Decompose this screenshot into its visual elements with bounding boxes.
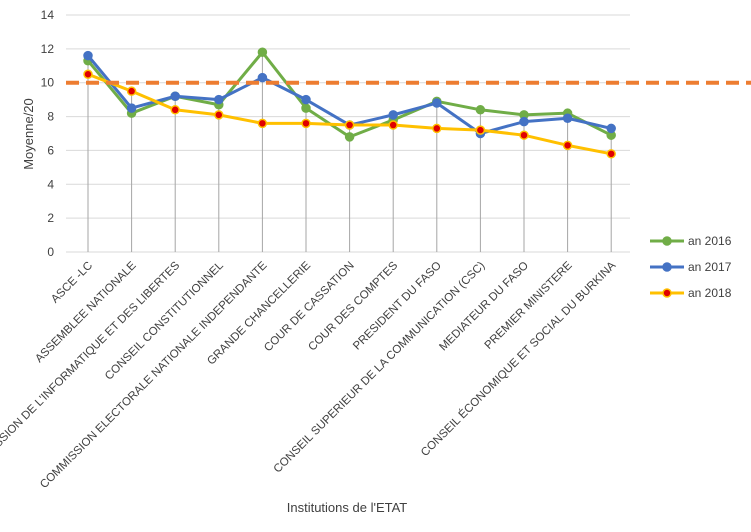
data-point: [126, 103, 137, 113]
data-point: [257, 47, 268, 57]
data-point: [257, 118, 268, 129]
legend-marker: [662, 236, 672, 246]
legend-label: an 2018: [688, 286, 732, 300]
x-category-label: COUR DES COMPTES: [306, 259, 400, 353]
data-point: [126, 86, 137, 96]
data-point: [214, 94, 224, 105]
x-category-label: PRESIDENT DU FASO: [351, 260, 444, 353]
data-point: [214, 110, 224, 120]
y-tick-label: 12: [41, 42, 55, 56]
data-point: [170, 105, 180, 115]
x-category-label: COUR DE CASSATION: [262, 260, 357, 355]
data-point: [432, 123, 442, 134]
legend-marker: [662, 262, 672, 272]
data-point: [562, 140, 573, 151]
series-layer: [83, 47, 616, 159]
legend-label: an 2017: [688, 260, 732, 274]
data-point: [301, 94, 311, 105]
data-point: [475, 125, 486, 135]
y-tick-label: 8: [47, 110, 54, 124]
data-point: [344, 132, 355, 142]
data-point: [475, 105, 486, 115]
legend-item: an 2016: [650, 234, 732, 248]
y-tick-labels: 0 2 4 6 8 10 12 14: [41, 8, 55, 259]
data-point: [388, 120, 398, 130]
y-tick-label: 0: [47, 245, 54, 259]
y-tick-label: 6: [47, 143, 54, 157]
data-point: [519, 116, 529, 127]
y-tick-label: 14: [41, 8, 55, 22]
legend-marker: [662, 288, 672, 298]
data-point: [301, 103, 311, 113]
y-tick-label: 4: [47, 177, 54, 191]
data-point: [257, 72, 268, 83]
x-category-label: ASCE -LC: [49, 260, 95, 306]
legend-item: an 2018: [650, 286, 732, 300]
data-point: [606, 123, 616, 134]
data-point: [83, 50, 93, 61]
data-point: [170, 91, 180, 102]
data-point: [519, 130, 529, 140]
legend-label: an 2016: [688, 234, 732, 248]
data-point: [301, 118, 311, 129]
y-axis-title: Moyenne/20: [21, 98, 36, 170]
x-category-label: CONSEIL ÉCONOMIQUE ET SOCIAL DU BURKINA: [418, 259, 618, 459]
legend-item: an 2017: [650, 260, 732, 274]
data-point: [562, 113, 573, 124]
data-point: [344, 120, 355, 130]
x-category-label: MEDIATEUR DU FASO: [437, 260, 531, 354]
data-point: [432, 98, 442, 108]
y-tick-label: 10: [41, 76, 55, 90]
y-tick-label: 2: [47, 211, 54, 225]
series-an-2018: [83, 69, 616, 159]
legend: an 2016 an 2017 an 2018: [650, 234, 732, 300]
x-category-label: CONSEIL SUPERIEUR DE LA COMMUNICATION (C…: [272, 260, 488, 476]
x-category-label: PREMIER MINISTERE: [483, 259, 575, 351]
x-axis-title: Institutions de l'ETAT: [287, 500, 408, 515]
data-point: [606, 149, 616, 159]
data-point: [83, 69, 93, 79]
data-point: [388, 110, 398, 120]
